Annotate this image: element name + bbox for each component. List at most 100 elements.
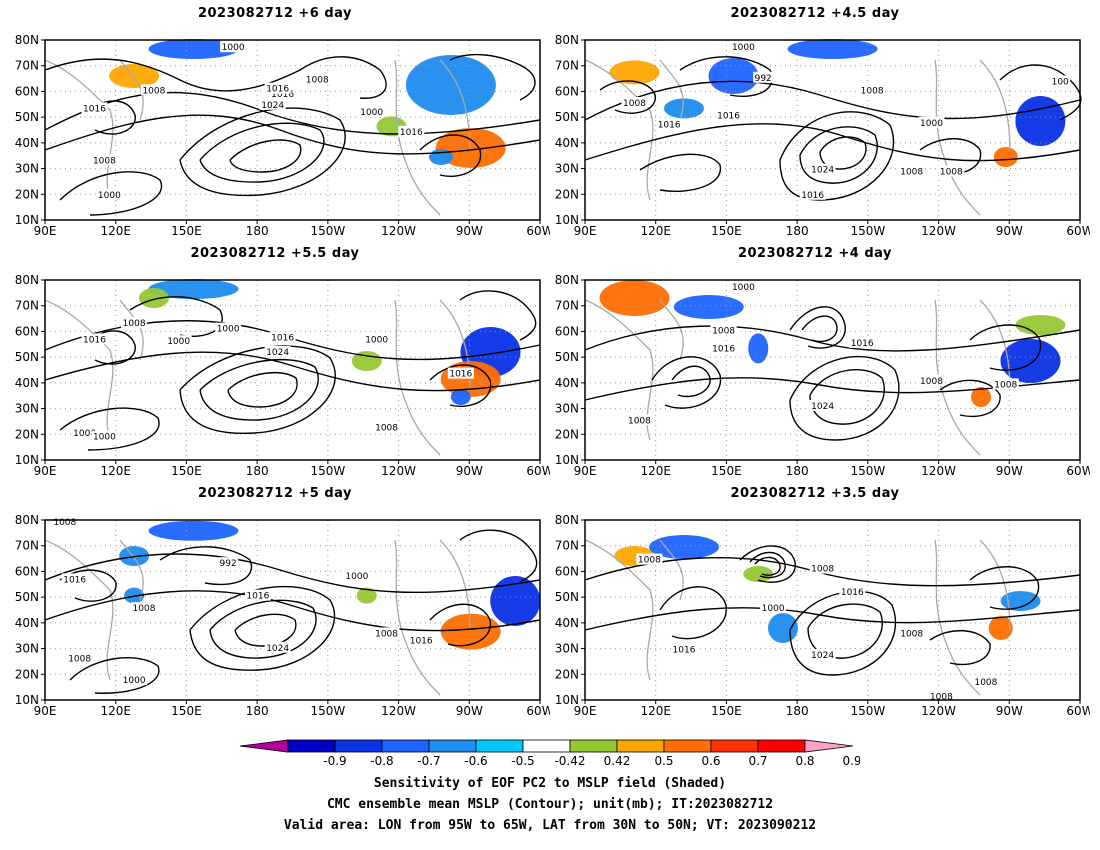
- colorbar-low-extend: [240, 739, 289, 753]
- colorbar-swatch: [710, 739, 759, 753]
- contour-label: 1000: [365, 335, 388, 345]
- lat-tick-label: 50N: [15, 590, 39, 604]
- mslp-contour: [754, 556, 781, 576]
- lon-tick-label: 180: [246, 464, 269, 478]
- contour-label: 1000: [920, 119, 943, 129]
- caption-line-3: Valid area: LON from 95W to 65W, LAT fro…: [283, 818, 817, 833]
- lat-tick-label: 30N: [15, 402, 39, 416]
- contour-label: 1000: [732, 43, 755, 53]
- lon-tick-label: 90E: [574, 224, 597, 238]
- contour-label-bg: [849, 337, 876, 348]
- lat-tick-label: 70N: [15, 539, 39, 553]
- sensitivity-shading: [971, 387, 991, 407]
- coastline: [659, 539, 684, 601]
- lon-tick-label: 90W: [456, 224, 483, 238]
- contour-label: 1016: [801, 191, 824, 201]
- sensitivity-shading: [673, 295, 744, 319]
- mslp-contour: [659, 586, 727, 640]
- coastline: [394, 59, 441, 216]
- lon-tick-label: 120W: [921, 464, 956, 478]
- lon-tick-label: 180: [786, 464, 809, 478]
- mslp-contour: [584, 377, 1081, 401]
- mslp-contour: [651, 356, 722, 409]
- contour-label-bg: [269, 331, 296, 343]
- contour-label: 1024: [811, 166, 834, 176]
- sensitivity-shading: [109, 64, 160, 88]
- contour-label-bg: [220, 41, 247, 53]
- contour-label-bg: [121, 674, 148, 686]
- contour-label-bg: [447, 367, 474, 379]
- mslp-contour: [234, 613, 297, 647]
- lat-tick-label: 60N: [15, 324, 39, 338]
- contour-label-bg: [636, 553, 663, 565]
- mslp-contour: [429, 603, 491, 647]
- lon-tick-label: 120W: [921, 704, 956, 718]
- lon-tick-label: 60W: [526, 464, 550, 478]
- contour-label-bg: [91, 154, 118, 166]
- mslp-contour: [199, 122, 325, 183]
- contour-label: 1008: [133, 604, 156, 614]
- contour-label: 1008: [994, 380, 1017, 390]
- lon-tick-label: 120W: [921, 224, 956, 238]
- contour-label: 1024: [811, 402, 834, 412]
- contour-label: 1016: [712, 344, 735, 354]
- contour-label-bg: [358, 106, 385, 117]
- sensitivity-shading: [748, 333, 769, 364]
- sensitivity-shading: [993, 147, 1018, 167]
- lon-tick-label: 90E: [574, 704, 597, 718]
- coastline: [584, 539, 654, 681]
- mslp-contour: [969, 566, 1040, 610]
- lon-tick-label: 90E: [574, 464, 597, 478]
- contour-label: 1016: [841, 588, 864, 598]
- colorbar: -0.9 -0.8 -0.7 -0.6 -0.5 -0.42 0.42 0.5 0.6 0.7 0.…: [240, 739, 860, 768]
- colorbar-swatch: [475, 739, 524, 753]
- lat-tick-label: 40N: [15, 616, 39, 630]
- mslp-contour: [969, 324, 1042, 371]
- mslp-contour: [44, 351, 541, 392]
- contour-label-bg: [373, 421, 400, 433]
- mslp-contour: [419, 134, 482, 177]
- lon-tick-label: 180: [246, 224, 269, 238]
- lat-tick-label: 80N: [555, 33, 579, 47]
- contour-label-bg: [972, 676, 999, 687]
- contour-label: 1000: [93, 433, 116, 443]
- contour-label-bg: [363, 333, 390, 345]
- contour-label: 1008: [920, 377, 943, 387]
- contour-label: 1000: [98, 191, 121, 201]
- contour-label-bg: [730, 41, 757, 53]
- contour-label: 1008: [53, 518, 76, 528]
- lon-tick-label: 150W: [310, 704, 345, 718]
- contour-label-bg: [96, 188, 123, 200]
- sensitivity-shading: [1015, 96, 1066, 146]
- contour-label-bg: [91, 430, 118, 442]
- sensitivity-shading: [148, 279, 239, 299]
- sensitivity-shading: [450, 389, 471, 405]
- lat-tick-label: 10N: [555, 213, 579, 227]
- contour-label: 1024: [261, 101, 284, 111]
- contour-label-bg: [626, 414, 653, 426]
- contour-label-bg: [656, 118, 683, 130]
- contour-label-bg: [671, 643, 697, 655]
- map-frame: [44, 39, 541, 221]
- lon-tick-label: 150E: [711, 464, 742, 478]
- lon-tick-label: 150E: [171, 704, 202, 718]
- colorbar-tick-label: 0.5: [654, 754, 673, 768]
- lon-tick-label: 180: [786, 224, 809, 238]
- contour-label: 1016: [83, 104, 106, 114]
- contour-label: 1016: [271, 334, 294, 344]
- sensitivity-shading: [1000, 339, 1061, 383]
- mslp-contour: [801, 315, 838, 343]
- contour-label-bg: [715, 109, 742, 121]
- contour-label-bg: [259, 98, 286, 110]
- colorbar-tick-label: -0.5: [511, 754, 534, 768]
- lon-tick-label: 120E: [100, 224, 131, 238]
- mslp-contour: [299, 56, 387, 99]
- contour-label: 1016: [410, 637, 433, 647]
- mslp-contour: [584, 325, 1081, 352]
- lat-tick-label: 10N: [15, 453, 39, 467]
- lon-tick-label: 180: [786, 704, 809, 718]
- coastline: [119, 539, 144, 601]
- panel-title: 2023082712 +5 day: [197, 486, 353, 501]
- mslp-contour: [799, 126, 878, 184]
- contour-label-bg: [264, 82, 291, 94]
